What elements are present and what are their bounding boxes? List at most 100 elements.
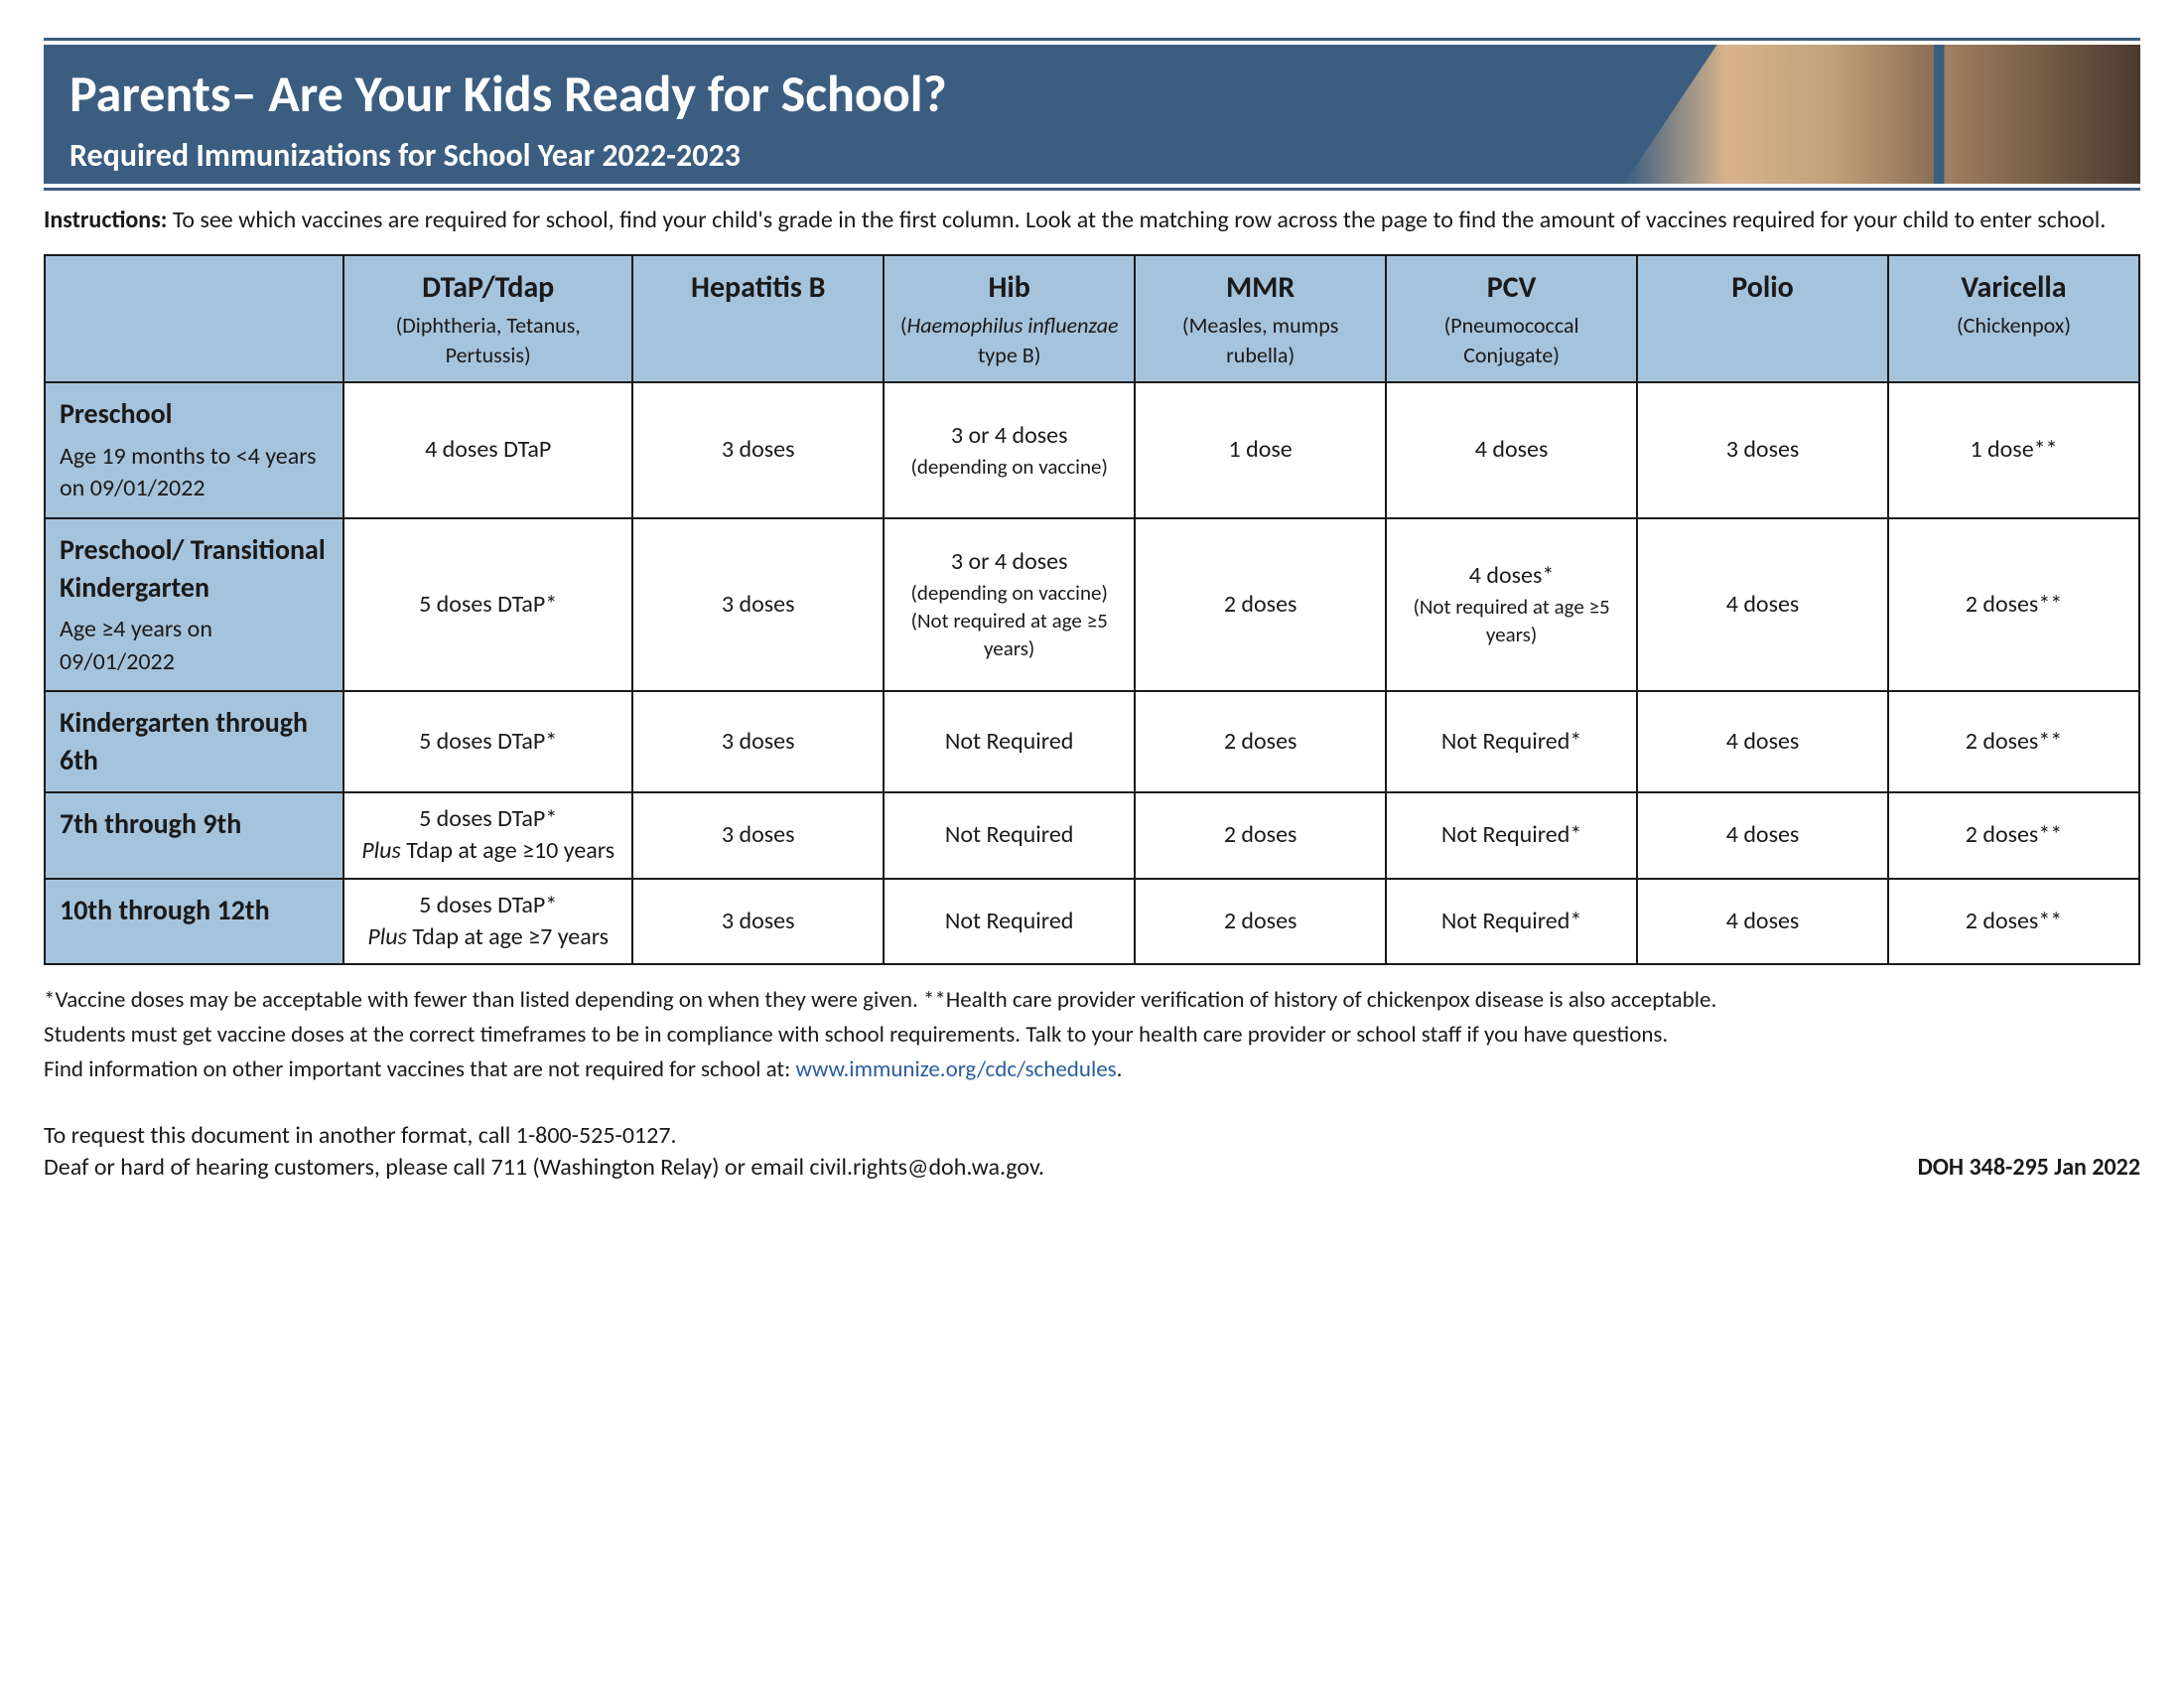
column-name: Polio xyxy=(1650,268,1875,309)
corner-cell xyxy=(45,255,343,382)
instructions: Instructions: To see which vaccines are … xyxy=(44,205,2140,236)
row-header: Preschool/ Transitional Kindergarten Age … xyxy=(45,518,343,691)
dose-main: 5 doses DTaP*Plus Tdap at age ≥10 years xyxy=(356,803,619,868)
dose-main: 4 doses DTaP xyxy=(356,434,619,466)
dose-cell: Not Required xyxy=(884,879,1135,965)
table-body: PreschoolAge 19 months to <4 years on 09… xyxy=(45,382,2139,964)
dose-main: 2 doses** xyxy=(1901,906,2126,937)
dose-main: 1 dose xyxy=(1148,434,1373,466)
dose-main: 2 doses xyxy=(1148,819,1373,851)
dose-main: 3 doses xyxy=(645,434,871,466)
column-name: Hib xyxy=(896,268,1122,309)
column-header: Hepatitis B xyxy=(632,255,884,382)
dose-cell: 2 doses** xyxy=(1888,518,2139,691)
dose-cell: 3 doses xyxy=(632,879,884,965)
bottom-bar: To request this document in another form… xyxy=(44,1120,2140,1185)
dose-main: 2 doses xyxy=(1148,589,1373,621)
dose-cell: 2 doses** xyxy=(1888,879,2139,965)
dose-note: (depending on vaccine) xyxy=(896,579,1122,607)
column-subtext: (Chickenpox) xyxy=(1901,311,2126,341)
dose-cell: 2 doses xyxy=(1135,792,1386,879)
dose-cell: 3 doses xyxy=(1637,382,1888,518)
column-header: MMR(Measles, mumps rubella) xyxy=(1135,255,1386,382)
dose-cell: 2 doses** xyxy=(1888,792,2139,879)
table-row: 7th through 9th 5 doses DTaP*Plus Tdap at… xyxy=(45,792,2139,879)
dose-main: Not Required* xyxy=(1399,726,1624,758)
dose-cell: 4 doses xyxy=(1637,518,1888,691)
table-row: Preschool/ Transitional Kindergarten Age … xyxy=(45,518,2139,691)
banner-text: Parents– Are Your Kids Ready for School?… xyxy=(44,45,1624,184)
dose-main: Not Required* xyxy=(1399,819,1624,851)
dose-main: Not Required xyxy=(896,726,1122,758)
dose-cell: 4 doses xyxy=(1637,691,1888,792)
grade-label: Preschool/ Transitional Kindergarten xyxy=(60,531,329,607)
column-name: Hepatitis B xyxy=(645,268,871,309)
dose-cell: 3 doses xyxy=(632,518,884,691)
dose-main: 2 doses** xyxy=(1901,589,2126,621)
dose-cell: Not Required* xyxy=(1386,691,1637,792)
dose-main: 4 doses xyxy=(1650,819,1875,851)
footnote-line: Find information on other important vacc… xyxy=(44,1055,2140,1085)
column-subtext: (Pneumococcal Conjugate) xyxy=(1399,311,1624,369)
dose-main: 1 dose** xyxy=(1901,434,2126,466)
column-name: Varicella xyxy=(1901,268,2126,309)
column-header: DTaP/Tdap(Diphtheria, Tetanus, Pertussis… xyxy=(343,255,632,382)
dose-main: Not Required xyxy=(896,906,1122,937)
dose-cell: 1 dose xyxy=(1135,382,1386,518)
dose-note: (Not required at age ≥5 years) xyxy=(896,607,1122,663)
dose-main: 5 doses DTaP* xyxy=(356,589,619,621)
column-subtext: (Measles, mumps rubella) xyxy=(1148,311,1373,369)
relay-info: Deaf or hard of hearing customers, pleas… xyxy=(44,1152,1044,1184)
dose-cell: 4 doses xyxy=(1386,382,1637,518)
instructions-label: Instructions: xyxy=(44,206,167,234)
table-header: DTaP/Tdap(Diphtheria, Tetanus, Pertussis… xyxy=(45,255,2139,382)
dose-main: 3 or 4 doses xyxy=(896,420,1122,452)
dose-main: 3 or 4 doses xyxy=(896,546,1122,578)
column-subtext: (Diphtheria, Tetanus, Pertussis) xyxy=(356,311,619,369)
column-header: Polio xyxy=(1637,255,1888,382)
column-name: DTaP/Tdap xyxy=(356,268,619,309)
dose-cell: 3 or 4 doses(depending on vaccine) xyxy=(884,382,1135,518)
column-subtext: (Haemophilus influenzae type B) xyxy=(896,311,1122,369)
dose-main: 4 doses xyxy=(1650,726,1875,758)
column-header: PCV(Pneumococcal Conjugate) xyxy=(1386,255,1637,382)
dose-note: (Not required at age ≥5 years) xyxy=(1399,593,1624,649)
dose-main: 3 doses xyxy=(1650,434,1875,466)
contact-block: To request this document in another form… xyxy=(44,1120,1044,1185)
age-label: Age ≥4 years on 09/01/2022 xyxy=(60,614,329,678)
column-name: MMR xyxy=(1148,268,1373,309)
grade-label: 7th through 9th xyxy=(60,805,329,843)
grade-label: Preschool xyxy=(60,395,329,433)
banner-wrapper: Parents– Are Your Kids Ready for School?… xyxy=(44,38,2140,191)
dose-cell: Not Required xyxy=(884,691,1135,792)
dose-cell: 3 doses xyxy=(632,691,884,792)
document-id: DOH 348-295 Jan 2022 xyxy=(1918,1152,2140,1184)
dose-cell: 2 doses xyxy=(1135,879,1386,965)
row-header: Kindergarten through 6th xyxy=(45,691,343,792)
schedules-link[interactable]: www.immunize.org/cdc/schedules xyxy=(795,1055,1116,1083)
dose-main: 3 doses xyxy=(645,819,871,851)
dose-cell: 3 or 4 doses(depending on vaccine)(Not r… xyxy=(884,518,1135,691)
dose-main: 5 doses DTaP* xyxy=(356,726,619,758)
dose-main: 3 doses xyxy=(645,589,871,621)
dose-main: Not Required* xyxy=(1399,906,1624,937)
dose-cell: 5 doses DTaP* xyxy=(343,691,632,792)
column-header: Hib(Haemophilus influenzae type B) xyxy=(884,255,1135,382)
format-request: To request this document in another form… xyxy=(44,1120,1044,1152)
dose-cell: 2 doses xyxy=(1135,518,1386,691)
column-header: Varicella(Chickenpox) xyxy=(1888,255,2139,382)
dose-cell: Not Required* xyxy=(1386,792,1637,879)
dose-cell: 1 dose** xyxy=(1888,382,2139,518)
row-header: 10th through 12th xyxy=(45,879,343,965)
dose-cell: 3 doses xyxy=(632,792,884,879)
dose-cell: 4 doses*(Not required at age ≥5 years) xyxy=(1386,518,1637,691)
footnote-line: *Vaccine doses may be acceptable with fe… xyxy=(44,985,2140,1016)
dose-cell: 2 doses** xyxy=(1888,691,2139,792)
banner: Parents– Are Your Kids Ready for School?… xyxy=(44,45,2140,184)
dose-main: 4 doses xyxy=(1399,434,1624,466)
banner-photo xyxy=(1624,45,2140,184)
grade-label: Kindergarten through 6th xyxy=(60,704,329,779)
dose-cell: 5 doses DTaP*Plus Tdap at age ≥7 years xyxy=(343,879,632,965)
dose-cell: 4 doses xyxy=(1637,879,1888,965)
dose-cell: 2 doses xyxy=(1135,691,1386,792)
